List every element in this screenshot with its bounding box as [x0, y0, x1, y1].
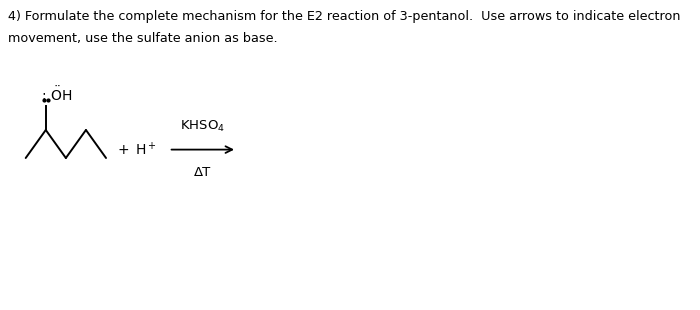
Text: movement, use the sulfate anion as base.: movement, use the sulfate anion as base. — [8, 32, 278, 45]
Text: : $\mathregular{\ddot{O}}$H: : $\mathregular{\ddot{O}}$H — [41, 85, 72, 104]
Text: 4) Formulate the complete mechanism for the E2 reaction of 3-pentanol.  Use arro: 4) Formulate the complete mechanism for … — [8, 10, 680, 23]
Text: H$^+$: H$^+$ — [135, 141, 157, 158]
Text: +: + — [118, 143, 130, 157]
Text: ΔT: ΔT — [194, 166, 211, 179]
Text: KHSO$_4$: KHSO$_4$ — [181, 118, 225, 134]
